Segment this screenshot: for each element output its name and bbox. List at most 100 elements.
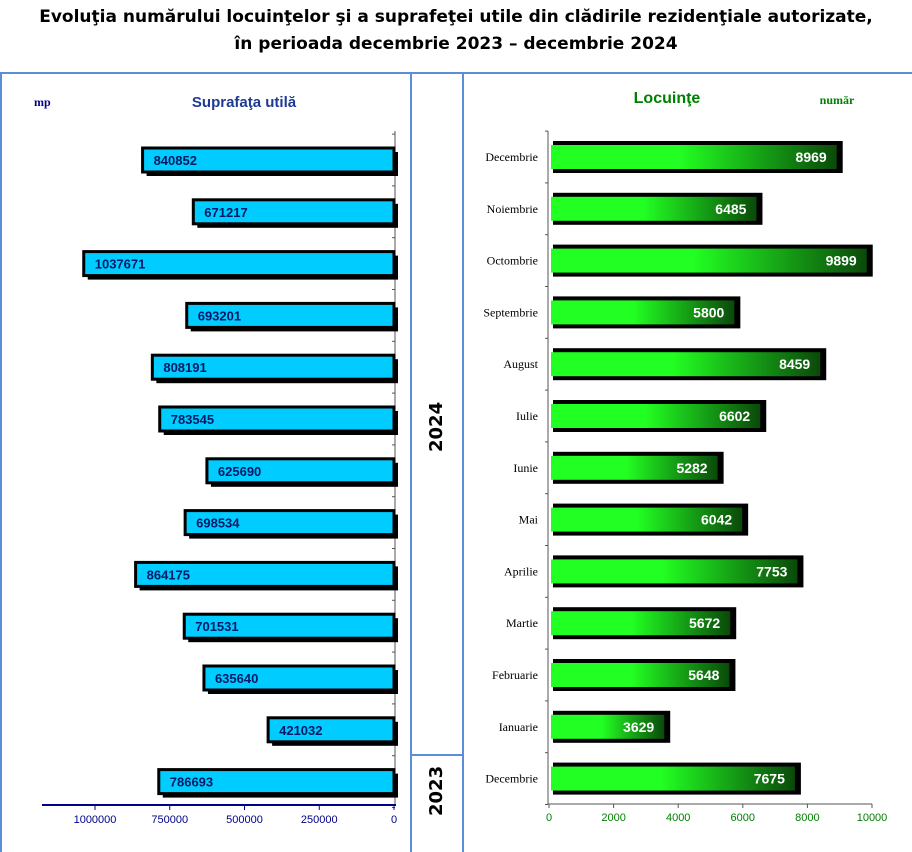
right-x-tick-label: 0 (546, 812, 552, 824)
right-bar (551, 507, 743, 532)
right-bar-value-label: 5282 (676, 460, 707, 476)
right-bar (551, 352, 821, 377)
right-category-label: Iunie (513, 461, 538, 475)
left-x-tick-label: 500000 (226, 814, 263, 826)
left-bar (150, 353, 396, 381)
left-bar (202, 664, 396, 692)
right-bar-value-label: 6485 (715, 201, 746, 217)
right-bar-shadow (553, 607, 737, 640)
right-category-label: Aprilie (504, 564, 538, 578)
right-bar-shadow (553, 400, 767, 432)
right-bar (551, 766, 795, 791)
right-bar-shadow (553, 192, 763, 225)
right-bar (551, 663, 730, 687)
left-bar-value-label: 698534 (196, 516, 240, 531)
left-x-tick-label: 0 (391, 814, 397, 826)
right-category-label: Decembrie (485, 150, 538, 164)
right-bar-value-label: 7753 (756, 563, 787, 579)
left-bar (182, 612, 396, 640)
right-bar-shadow (553, 659, 736, 691)
right-category-label: Octombrie (487, 254, 538, 268)
right-bar-shadow (553, 503, 749, 536)
left-bar (141, 146, 396, 174)
right-bar-value-label: 9899 (826, 253, 857, 269)
left-bar (183, 509, 396, 537)
left-bar-value-label: 864175 (147, 567, 190, 582)
left-bar-value-label: 786693 (170, 775, 213, 790)
left-bar (185, 301, 396, 329)
right-bar-value-label: 3629 (623, 719, 654, 735)
left-bar (134, 560, 396, 588)
right-category-label: Noiembrie (487, 202, 538, 216)
chart-title-line-2: în perioada decembrie 2023 – decembrie 2… (234, 34, 678, 54)
left-bar-value-label: 783545 (171, 412, 214, 427)
right-bar-shadow (553, 296, 741, 329)
right-bar-value-label: 5800 (693, 304, 724, 320)
right-category-label: Ianuarie (499, 720, 538, 734)
left-bar (82, 250, 396, 278)
right-bar-value-label: 6602 (719, 408, 750, 424)
right-x-tick-label: 6000 (731, 812, 755, 824)
frame-divider-left (410, 73, 412, 852)
left-bar-value-label: 625690 (218, 464, 261, 479)
right-category-label: Mai (519, 513, 539, 527)
year-label-2023: 2023 (426, 765, 447, 816)
left-bar-value-label: 421032 (279, 723, 322, 738)
right-bar (551, 714, 665, 739)
right-bar-shadow (553, 762, 801, 795)
right-x-tick-label: 10000 (857, 812, 888, 824)
right-category-label: Iulie (516, 409, 538, 423)
left-bar-value-label: 808191 (163, 360, 206, 375)
year-label-2024: 2024 (426, 401, 447, 452)
right-bar (551, 300, 735, 325)
right-bar (551, 404, 761, 428)
left-bar (191, 198, 396, 226)
year-separator (411, 754, 463, 756)
right-bar-value-label: 6042 (701, 512, 732, 528)
left-bar-value-label: 840852 (154, 153, 197, 168)
frame-left-border (0, 73, 2, 852)
left-bar-value-label: 635640 (215, 671, 258, 686)
right-bar-shadow (553, 555, 804, 588)
right-category-label: August (503, 357, 538, 371)
right-category-label: Martie (506, 616, 538, 630)
right-chart-title: Locuinţe (634, 90, 701, 107)
left-bar (158, 405, 396, 433)
right-category-label: Decembrie (485, 772, 538, 786)
right-bar (551, 248, 867, 273)
left-x-tick-label: 250000 (301, 814, 338, 826)
frame-top-border (0, 72, 912, 74)
right-bar-shadow (553, 244, 873, 277)
right-bar-shadow (553, 348, 827, 381)
right-x-tick-label: 4000 (666, 812, 690, 824)
right-bar (551, 559, 798, 584)
right-bar (551, 196, 757, 221)
right-bar-value-label: 8969 (796, 149, 827, 165)
right-bar-shadow (553, 451, 724, 484)
right-unit-label: număr (820, 93, 855, 107)
right-bar (551, 611, 731, 636)
left-bar-value-label: 693201 (198, 308, 241, 323)
left-bar (266, 716, 396, 744)
right-x-tick-label: 2000 (601, 812, 625, 824)
left-bar-value-label: 671217 (204, 205, 247, 220)
right-bar-shadow (553, 710, 671, 743)
left-x-tick-label: 1000000 (74, 814, 117, 826)
right-x-tick-label: 8000 (795, 812, 819, 824)
left-unit-label: mp (34, 95, 51, 109)
left-bar (205, 457, 396, 485)
right-category-label: Septembrie (483, 305, 538, 319)
right-bar (551, 145, 837, 169)
right-bar (551, 455, 718, 480)
right-category-label: Februarie (492, 668, 538, 682)
right-bar-value-label: 7675 (754, 771, 785, 787)
left-chart-title: Suprafaţa utilă (192, 94, 297, 111)
chart-title: Evoluţia numărului locuinţelor şi a supr… (0, 4, 912, 58)
suprafata-utila-chart: mp Suprafaţa utilă 840852 671217 1037671 69… (34, 94, 398, 826)
right-bar-value-label: 8459 (779, 356, 810, 372)
chart-title-line-1: Evoluţia numărului locuinţelor şi a supr… (39, 7, 873, 27)
right-bar-shadow (553, 141, 843, 173)
right-bar-value-label: 5672 (689, 615, 720, 631)
frame-divider-right (462, 73, 464, 852)
left-bar (157, 768, 396, 796)
